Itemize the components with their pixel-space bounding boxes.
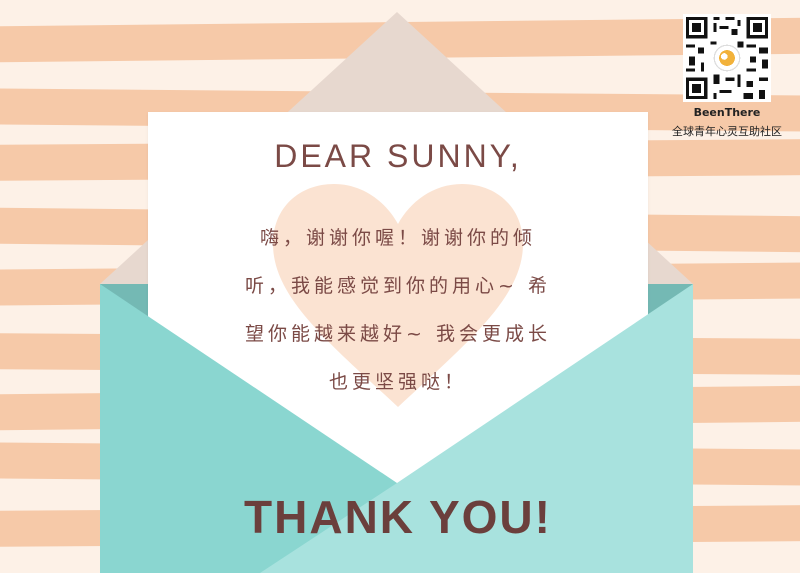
- message-line: 听，我能感觉到你的用心~ 希: [245, 275, 551, 297]
- brand-name: BeenThere: [693, 106, 761, 119]
- letter-paper: DEAR SUNNY, 嗨，谢谢你喔！谢谢你的倾 听，我能感觉到你的用心~ 希 …: [148, 112, 648, 502]
- message-line: 嗨，谢谢你喔！谢谢你的倾: [259, 227, 536, 249]
- thank-you-heading: THANK YOU!: [244, 491, 552, 543]
- qr-code-icon: [683, 14, 771, 102]
- message-line: 望你能越来越好~ 我会更成长: [245, 323, 551, 345]
- message-body: 嗨，谢谢你喔！谢谢你的倾 听，我能感觉到你的用心~ 希 望你能越来越好~ 我会更…: [208, 214, 588, 406]
- greeting-heading: DEAR SUNNY,: [274, 138, 522, 174]
- brand-tagline: 全球青年心灵互助社区: [672, 125, 782, 138]
- envelope-front-right: [260, 284, 693, 573]
- envelope-front-left: [100, 284, 397, 573]
- heart-icon: [273, 184, 523, 407]
- message-line: 也更坚强哒！: [328, 371, 467, 393]
